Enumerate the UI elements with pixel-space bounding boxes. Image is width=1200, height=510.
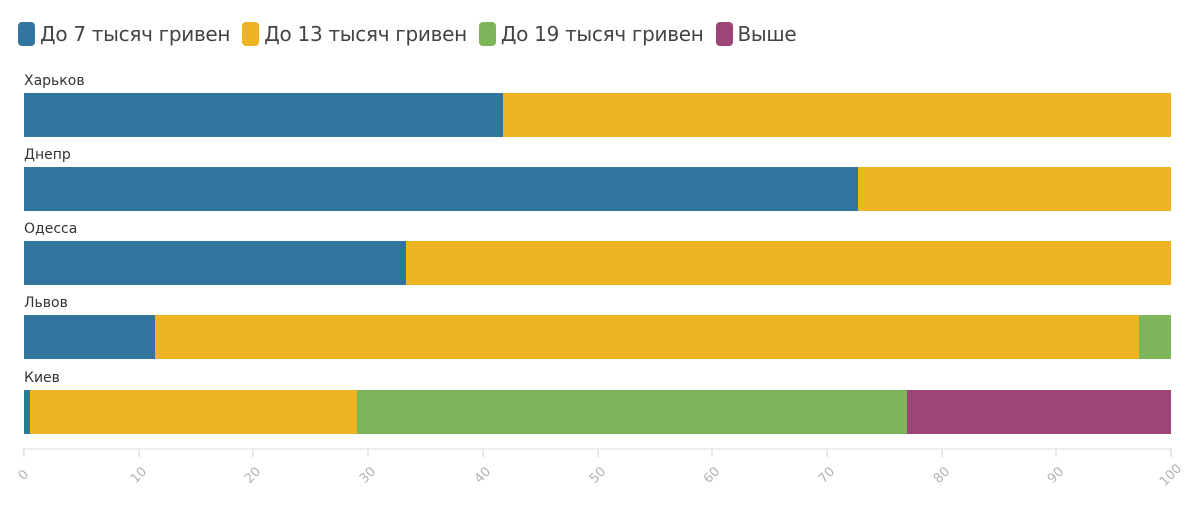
category-label: Харьков [24,73,85,89]
legend-label: До 19 тысяч гривен [500,22,704,46]
legend-swatch-icon [478,22,496,46]
x-tick [596,448,599,457]
bar-segment[interactable] [356,390,908,434]
legend-item[interactable]: До 19 тысяч гривен [478,22,704,46]
legend-label: До 7 тысяч гривен [40,22,231,46]
bar-segment[interactable] [24,167,858,211]
x-tick [23,448,25,457]
category-label: Одесса [24,221,78,237]
stacked-bar [24,93,1171,137]
category-label: Киев [24,370,60,386]
category-label: Днепр [24,147,71,163]
x-tick [711,448,714,457]
x-tick [252,448,255,457]
legend-swatch-icon [18,22,35,46]
bar-segment[interactable] [907,390,1171,434]
legend-label: До 13 тысяч гривен [264,22,467,46]
bar-segment[interactable] [1138,315,1171,359]
legend-swatch-icon [715,22,733,46]
x-tick [367,448,370,457]
legend-item[interactable]: Выше [715,22,797,46]
plot-area: Харьков Днепр Одесса Львов Киев [24,0,1171,510]
bar-segment[interactable] [29,390,357,434]
x-tick [1170,448,1172,457]
bar-segment[interactable] [857,167,1171,211]
x-tick [940,448,943,457]
stacked-bar [24,241,1171,285]
stacked-bar [24,390,1171,434]
bar-segment[interactable] [154,315,1139,359]
stacked-bar [24,315,1171,359]
x-tick [481,448,484,457]
bar-segment[interactable] [24,93,504,137]
x-tick [137,448,140,457]
x-tick [1055,448,1058,457]
bar-segment[interactable] [405,241,1171,285]
legend-item[interactable]: До 13 тысяч гривен [242,22,467,46]
legend-label: Выше [737,22,797,46]
bar-segment[interactable] [24,390,30,434]
category-label: Львов [24,295,68,311]
legend-item[interactable]: До 7 тысяч гривен [18,22,231,46]
bar-segment[interactable] [503,93,1171,137]
legend-swatch-icon [242,22,260,46]
bar-segment[interactable] [24,315,155,359]
legend: До 7 тысяч гривен До 13 тысяч гривен До 19… [18,20,808,48]
stacked-bar [24,167,1171,211]
bar-segment[interactable] [24,241,406,285]
x-tick [825,448,828,457]
